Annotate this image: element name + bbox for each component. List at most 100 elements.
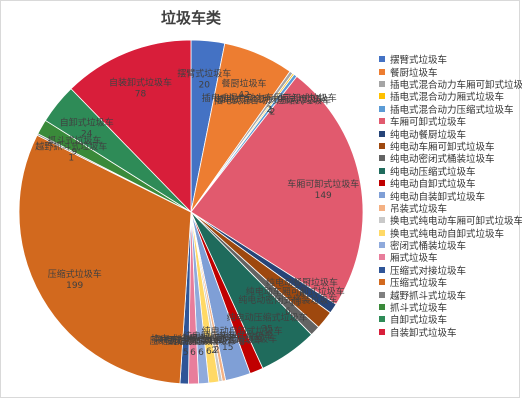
legend-item: 压缩式对接垃圾车	[379, 264, 519, 277]
legend-item: 插电式混合动力车厢可卸式垃圾车	[379, 78, 522, 91]
legend-label: 抓斗式垃圾车	[390, 303, 448, 315]
slice-label: 插电式混合动力厢式垃圾车	[217, 93, 325, 105]
slice-label: 自卸式垃圾车	[60, 117, 114, 129]
legend-item: 餐厨垃圾车	[379, 65, 519, 79]
slice-value-label: 2	[266, 105, 272, 115]
slice-value-label: 199	[66, 281, 83, 291]
legend-label: 自卸式垃圾车	[390, 315, 448, 327]
legend-swatch	[379, 266, 385, 273]
slice-label: 插电式混合动力压缩式垃圾车	[214, 94, 331, 106]
slice-label: 吊装式垃圾车	[190, 333, 244, 345]
legend-swatch	[379, 130, 385, 137]
slice-label: 车厢可卸式垃圾车	[287, 178, 359, 190]
legend-label: 纯电动密闭式桶装垃圾车	[390, 154, 495, 166]
slice-value-label: 78	[135, 90, 147, 100]
legend-swatch	[379, 242, 385, 249]
pie-slice	[190, 75, 364, 305]
legend-item: 自装卸式垃圾车	[379, 326, 519, 339]
legend-item: 密闭式桶装垃圾车	[379, 239, 519, 252]
legend-item: 纯电动密闭式桶装垃圾车	[379, 152, 519, 166]
slice-value-label: 2	[214, 346, 220, 356]
slice-label: 纯电动压缩式垃圾车	[227, 311, 308, 323]
legend-label: 自装卸式垃圾车	[390, 327, 457, 339]
chart-title: 垃圾车类	[160, 9, 221, 27]
legend-swatch	[379, 254, 385, 261]
legend-item: 厢式垃圾车	[379, 251, 519, 265]
slice-label: 纯电动餐厨垃圾车	[266, 276, 338, 288]
slice-value-label: 5	[183, 348, 189, 358]
pie-slice	[18, 134, 192, 385]
slice-label: 越野抓斗式垃圾车	[35, 141, 107, 153]
legend-label: 纯电动餐厨垃圾车	[390, 129, 467, 141]
legend-swatch	[379, 328, 385, 335]
legend-swatch	[379, 80, 385, 87]
slice-value-label: 15	[222, 343, 233, 353]
slice-label: 摆臂式垃圾车	[177, 67, 231, 79]
slice-label: 换电式纯电动车厢可卸式垃圾车	[151, 333, 277, 345]
slice-label: 纯电动密闭式桶装垃圾车	[238, 294, 337, 306]
legend-swatch	[379, 316, 385, 323]
legend-swatch	[379, 105, 385, 112]
slice-label: 换电式纯电动自卸式垃圾车	[155, 334, 263, 346]
slice-label: 抓斗式垃圾车	[47, 135, 101, 147]
legend-label: 摆臂式垃圾车	[390, 55, 448, 67]
legend-label: 厢式垃圾车	[390, 253, 438, 265]
legend-item: 插电式混合动力厢式垃圾车	[379, 90, 519, 104]
legend-label: 换电式纯电动车厢可卸式垃圾车	[390, 216, 522, 228]
legend-item: 插电式混合动力压缩式垃圾车	[379, 103, 519, 116]
slice-value-label: 149	[315, 191, 332, 201]
slice-value-label: 9	[72, 148, 78, 158]
slice-value-label: 6	[299, 289, 305, 299]
legend-label: 插电式混合动力车厢可卸式垃圾车	[390, 79, 522, 91]
slice-value-label: 1	[268, 106, 274, 116]
slice-value-label: 20	[199, 80, 211, 90]
legend-swatch	[379, 142, 385, 149]
legend-item: 越野抓斗式垃圾车	[379, 288, 519, 302]
slice-value-label: 11	[290, 298, 301, 308]
slice-value-label: 24	[81, 130, 93, 140]
legend-label: 压缩式对接垃圾车	[390, 265, 467, 277]
slice-label: 纯电动自卸式垃圾车	[202, 325, 283, 337]
legend-label: 纯电动车厢可卸式垃圾车	[390, 141, 495, 153]
legend-label: 纯电动自卸式垃圾车	[390, 179, 476, 191]
legend-item: 抓斗式垃圾车	[379, 301, 519, 315]
slice-label: 密闭式桶装垃圾车	[165, 335, 237, 347]
legend-item: 压缩式垃圾车	[379, 276, 519, 289]
legend-label: 餐厨垃圾车	[390, 67, 438, 79]
legend-item: 摆臂式垃圾车	[379, 53, 519, 67]
legend-swatch	[379, 155, 385, 162]
legend-label: 吊装式垃圾车	[390, 203, 448, 215]
legend-item: 车厢可卸式垃圾车	[379, 115, 519, 128]
slice-label: 纯电动车厢可卸式垃圾车	[246, 285, 345, 297]
slice-value-label: 2	[270, 107, 276, 117]
slice-value-label: 8	[239, 338, 245, 348]
slice-value-label: 35	[261, 324, 272, 334]
legend-swatch	[379, 118, 385, 125]
legend-label: 插电式混合动力厢式垃圾车	[390, 92, 505, 104]
legend-item: 纯电动自卸式垃圾车	[379, 177, 519, 191]
legend-swatch	[379, 192, 385, 199]
legend-label: 纯电动自装卸式垃圾车	[390, 191, 486, 203]
slice-label: 压缩式垃圾车	[48, 268, 102, 280]
legend-item: 纯电动车厢可卸式垃圾车	[379, 140, 519, 153]
slice-label: 自装卸式垃圾车	[109, 77, 172, 89]
legend-item: 自卸式垃圾车	[379, 313, 519, 327]
legend-swatch	[379, 229, 385, 236]
slice-label: 纯电动自装卸式垃圾车	[183, 330, 273, 342]
legend: 摆臂式垃圾车 餐厨垃圾车 插电式混合动力车厢可卸式垃圾车 插电式混合动力厢式垃圾车 插电…	[379, 53, 522, 339]
slice-value-label: 6	[198, 348, 204, 358]
slice-label: 餐厨垃圾车	[221, 78, 266, 90]
legend-item: 纯电动自装卸式垃圾车	[379, 189, 519, 203]
slice-value-label: 6	[190, 348, 196, 358]
legend-swatch	[379, 68, 385, 75]
legend-swatch	[379, 304, 385, 310]
legend-swatch	[379, 279, 385, 286]
legend-label: 插电式混合动力压缩式垃圾车	[390, 104, 514, 116]
legend-item: 纯电动压缩式垃圾车	[379, 165, 519, 178]
legend-swatch	[379, 204, 385, 211]
slice-label: 插电式混合动力车厢可卸式垃圾车	[202, 92, 337, 104]
legend-item: 吊装式垃圾车	[379, 202, 519, 215]
legend-swatch	[379, 56, 385, 63]
